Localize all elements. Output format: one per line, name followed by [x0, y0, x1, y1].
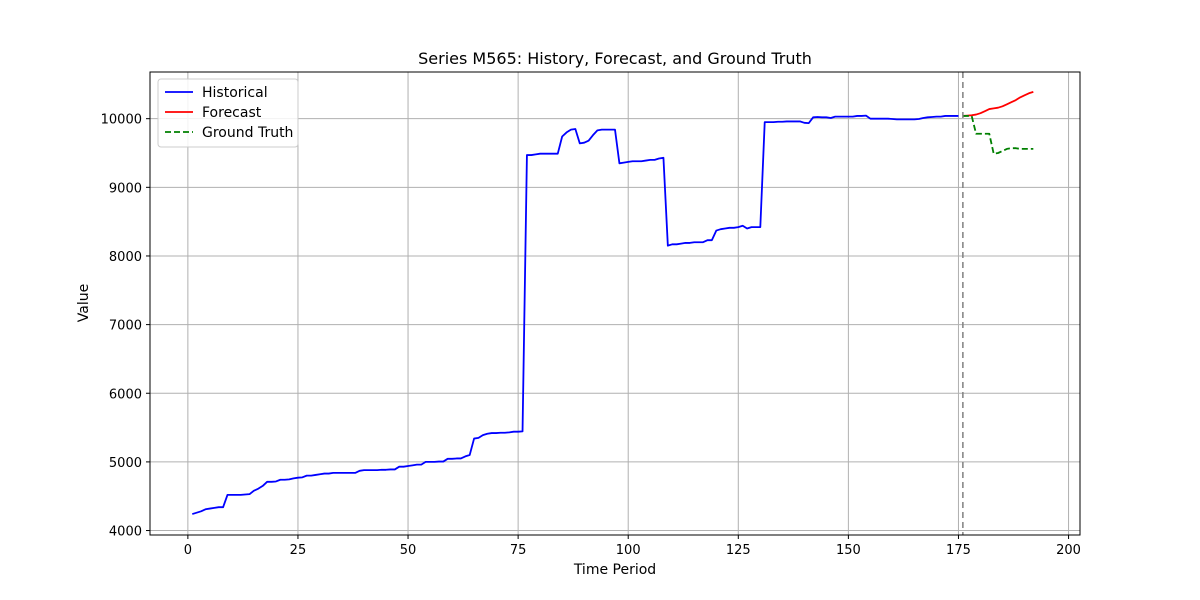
legend-label: Ground Truth — [202, 125, 293, 141]
x-tick-label: 125 — [726, 543, 751, 558]
series-line-ground-truth — [962, 115, 1034, 155]
y-axis: 4000 5000 6000 7000 8000 9000 10000 — [101, 113, 150, 540]
series-layer — [192, 91, 1034, 515]
grid — [150, 72, 1080, 535]
x-tick-label: 100 — [616, 543, 641, 558]
x-tick-label: 150 — [836, 543, 861, 558]
y-tick-label: 7000 — [109, 319, 142, 334]
x-axis: 0 25 50 75 100 125 150 175 200 — [184, 535, 1081, 558]
x-tick-label: 25 — [290, 543, 307, 558]
y-tick-label: 8000 — [109, 250, 142, 265]
y-axis-label: Value — [76, 284, 92, 322]
legend-label: Historical — [202, 85, 268, 101]
chart-title: Series M565: History, Forecast, and Grou… — [418, 49, 812, 68]
y-tick-label: 5000 — [109, 456, 142, 471]
y-tick-label: 9000 — [109, 181, 142, 196]
y-tick-label: 10000 — [101, 113, 142, 128]
series-line-forecast — [962, 91, 1034, 117]
x-tick-label: 50 — [400, 543, 417, 558]
series-line-historical — [192, 114, 959, 515]
legend: Historical Forecast Ground Truth — [157, 78, 299, 148]
x-tick-label: 200 — [1056, 543, 1081, 558]
y-tick-label: 4000 — [109, 525, 142, 540]
plot-frame — [149, 71, 1081, 536]
x-tick-label: 75 — [510, 543, 527, 558]
y-tick-label: 6000 — [109, 387, 142, 402]
x-tick-label: 175 — [946, 543, 971, 558]
legend-box — [157, 78, 299, 148]
legend-label: Forecast — [202, 105, 262, 121]
x-tick-label: 0 — [184, 543, 192, 558]
x-axis-label: Time Period — [573, 562, 656, 578]
